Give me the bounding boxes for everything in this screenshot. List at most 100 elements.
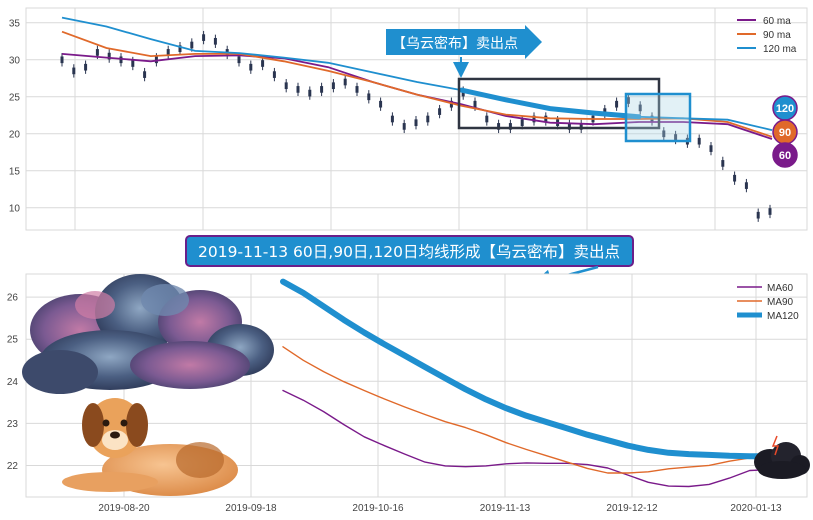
top-y-tick-label: 10 [9, 203, 21, 214]
candle-body [143, 71, 147, 78]
ma90-line-top [61, 30, 773, 138]
callout-label: 【乌云密布】卖出点 [392, 35, 518, 52]
top-y-tick-label: 30 [9, 55, 21, 66]
top-ma-lines [61, 16, 773, 140]
banner-box [185, 235, 634, 267]
candle-body [674, 134, 678, 141]
candle-body [768, 208, 772, 215]
legend-label-60: 60 ma [763, 16, 791, 27]
candle-body [426, 115, 430, 123]
candle-body [721, 160, 725, 167]
candle-body [744, 182, 748, 189]
candle-body [249, 63, 253, 71]
candle-body [190, 41, 194, 49]
callout-arrow-shape [386, 25, 542, 59]
ma120-line-top [61, 16, 773, 131]
top-y-axis: 10 15 20 25 30 35 [9, 18, 21, 214]
candle-body [107, 52, 111, 60]
candle-body [131, 60, 135, 67]
bottom-legend: MA60 MA90 MA120 [737, 283, 799, 322]
candle-body [508, 123, 512, 130]
candle-body [402, 123, 406, 130]
bottom-x-tick-label: 2020-01-13 [730, 503, 782, 514]
candle-body [638, 104, 642, 112]
top-y-tick-label: 35 [9, 18, 21, 29]
ma90-line [282, 346, 771, 474]
candle-body [237, 56, 241, 64]
badge-60-circle [772, 142, 798, 168]
candle-body [213, 37, 217, 45]
candle-body [461, 89, 465, 97]
bottom-x-tick-label: 2019-12-12 [606, 503, 658, 514]
candle-body [60, 56, 64, 64]
candle-body [544, 115, 548, 123]
candle-body [709, 145, 713, 152]
candle-body [579, 123, 583, 130]
candle-body [308, 89, 312, 97]
candle-body [261, 60, 265, 67]
bottom-ma-lines [280, 278, 773, 488]
candle-body [178, 45, 182, 53]
top-chart: 10 15 20 25 30 35 【乌云密布】卖出点 60 ma 90 ma 120 m… [9, 7, 808, 231]
candle-body [626, 97, 630, 104]
candle-body [355, 86, 359, 93]
dark-cloud-illustration [22, 274, 274, 394]
badge-120-label: 120 [776, 103, 794, 115]
bottom-y-tick-label: 26 [7, 293, 19, 304]
candle-body [697, 137, 701, 145]
candle-body [320, 86, 324, 93]
candle-body [284, 82, 288, 90]
legend-label-ma60: MA60 [767, 283, 794, 294]
candle-body [532, 115, 536, 123]
candle-body [84, 63, 88, 71]
top-y-tick-label: 15 [9, 166, 21, 177]
candle-body [379, 100, 383, 108]
bottom-x-tick-label: 2019-09-18 [225, 503, 277, 514]
badge-90-label: 90 [779, 127, 791, 139]
candle-body [390, 115, 394, 123]
candle-body [756, 211, 760, 219]
storm-cloud-icon [754, 435, 810, 479]
top-y-tick-label: 20 [9, 129, 21, 140]
bottom-y-tick-label: 22 [7, 461, 19, 472]
title-banner: 2019-11-13 60日,90日,120日均线形成【乌云密布】卖出点 [185, 235, 634, 290]
crossover-box [624, 92, 692, 143]
candle-body [331, 82, 335, 90]
candle-body [520, 119, 524, 127]
candle-body [272, 71, 276, 78]
candle-body [202, 34, 206, 41]
bottom-y-tick-label: 24 [7, 377, 19, 388]
candle-body [119, 56, 123, 64]
legend-label-ma120: MA120 [767, 311, 799, 322]
ma120-line [280, 278, 773, 460]
candle-body [296, 86, 300, 93]
ma-badges: 120 90 60 [772, 95, 798, 168]
candle-body [72, 67, 76, 75]
candle-body [485, 115, 489, 123]
bottom-x-tick-label: 2019-11-13 [480, 503, 531, 514]
legend-label-90: 90 ma [763, 30, 791, 41]
candle-body [367, 93, 371, 101]
bottom-y-axis: 22 23 24 25 26 [7, 293, 19, 472]
banner-text: 2019-11-13 60日,90日,120日均线形成【乌云密布】卖出点 [198, 243, 620, 261]
candle-body [662, 130, 666, 138]
dark-cloud-box [457, 77, 661, 130]
bottom-y-tick-label: 25 [7, 335, 19, 346]
legend-label-ma90: MA90 [767, 297, 794, 308]
top-y-tick-label: 25 [9, 92, 21, 103]
candle-body [567, 123, 571, 130]
bottom-chart: 22 23 24 25 26 2019-08-20 2019-09-18 2019-10-1… [7, 273, 810, 514]
legend-label-120: 120 ma [763, 44, 797, 55]
bottom-y-tick-label: 23 [7, 419, 19, 430]
sell-point-callout: 【乌云密布】卖出点 [386, 25, 542, 78]
candle-body [166, 49, 170, 56]
top-legend: 60 ma 90 ma 120 ma [737, 16, 797, 55]
candle-body [449, 100, 453, 108]
candle-body [95, 49, 99, 56]
candle-body [733, 174, 737, 182]
candle-body [438, 108, 442, 115]
bottom-x-tick-label: 2019-08-20 [98, 503, 150, 514]
ma120-highlight-segment [458, 87, 642, 120]
candle-body [615, 100, 619, 108]
